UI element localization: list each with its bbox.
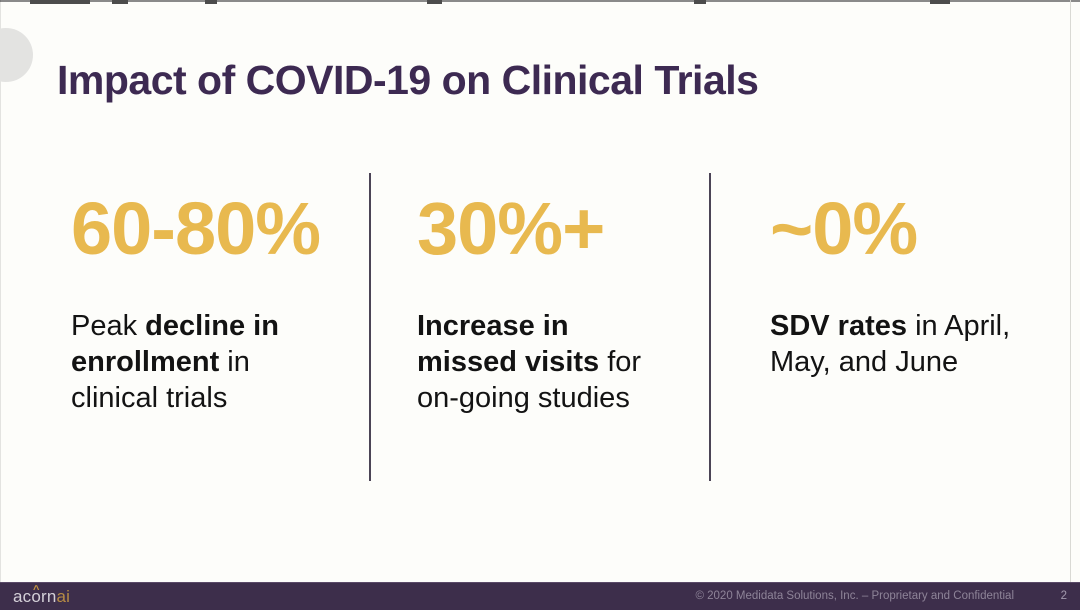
screen-top-edge-artifact [205,0,217,4]
column-divider [369,173,371,481]
screen-top-edge-artifact [427,0,442,4]
stat-column-missed-visits: 30%+ Increase in missed visits for on-goin… [417,192,687,416]
acorn-logo-word: acorn [13,587,57,606]
acorn-logo-ai: ai [56,587,71,606]
page-number: 2 [1060,590,1067,602]
stat-value: 60-80% [71,187,321,270]
screen-top-edge-artifact [112,0,128,4]
stat-value: ~0% [770,187,918,270]
stat-column-enrollment-decline: 60-80% Peak decline in enrollment in clini… [71,192,341,416]
video-overlay-circle [0,28,33,82]
screen-top-edge-artifact [930,0,950,4]
acorn-ai-logo: acorn ^ ai [13,583,70,610]
stat-description: SDV rates in April, May, and June [770,310,1011,378]
column-divider [709,173,711,481]
screen-left-edge-line [0,0,1,610]
stat-value: 30%+ [417,187,605,270]
stat-description: Increase in missed visits for on-going stu… [417,310,642,414]
screen-top-edge-artifact [30,0,90,4]
acorn-logo-caret-icon: ^ [33,584,40,596]
copyright-text: © 2020 Medidata Solutions, Inc. – Propri… [695,590,1014,602]
screen-top-edge-artifact [694,0,706,4]
stat-description: Peak decline in enrollment in clinical tri… [71,310,279,414]
screen-right-edge-line [1070,0,1071,610]
slide-title: Impact of COVID-19 on Clinical Trials [57,57,759,104]
stat-column-sdv-rates: ~0% SDV rates in April, May, and June [770,192,1040,380]
screen-top-edge-line [0,0,1080,2]
footer-bar: acorn ^ ai © 2020 Medidata Solutions, Inc.… [0,582,1080,610]
